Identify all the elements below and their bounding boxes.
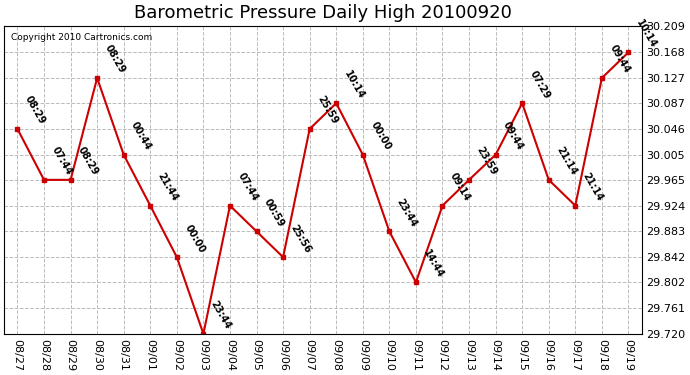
Text: 21:14: 21:14	[554, 145, 578, 177]
Text: 21:14: 21:14	[581, 171, 605, 203]
Text: 08:29: 08:29	[76, 145, 100, 177]
Text: 25:59: 25:59	[315, 94, 339, 126]
Title: Barometric Pressure Daily High 20100920: Barometric Pressure Daily High 20100920	[134, 4, 512, 22]
Text: 08:29: 08:29	[23, 94, 47, 126]
Text: Copyright 2010 Cartronics.com: Copyright 2010 Cartronics.com	[10, 33, 152, 42]
Text: 23:44: 23:44	[395, 197, 419, 229]
Text: 21:44: 21:44	[156, 171, 180, 203]
Text: 09:44: 09:44	[501, 120, 525, 152]
Text: 10:14: 10:14	[342, 69, 366, 100]
Text: 25:56: 25:56	[288, 222, 313, 254]
Text: 08:29: 08:29	[103, 43, 127, 75]
Text: 00:44: 00:44	[129, 120, 153, 152]
Text: 10:14: 10:14	[634, 18, 658, 50]
Text: 14:44: 14:44	[422, 248, 446, 279]
Text: 07:44: 07:44	[50, 145, 74, 177]
Text: 09:44: 09:44	[607, 44, 631, 75]
Text: 00:00: 00:00	[368, 120, 393, 152]
Text: 23:44: 23:44	[209, 299, 233, 331]
Text: 09:14: 09:14	[448, 171, 472, 203]
Text: 23:59: 23:59	[475, 145, 499, 177]
Text: 07:29: 07:29	[528, 69, 552, 100]
Text: 07:44: 07:44	[235, 171, 259, 203]
Text: 00:00: 00:00	[182, 222, 206, 254]
Text: 00:59: 00:59	[262, 197, 286, 229]
